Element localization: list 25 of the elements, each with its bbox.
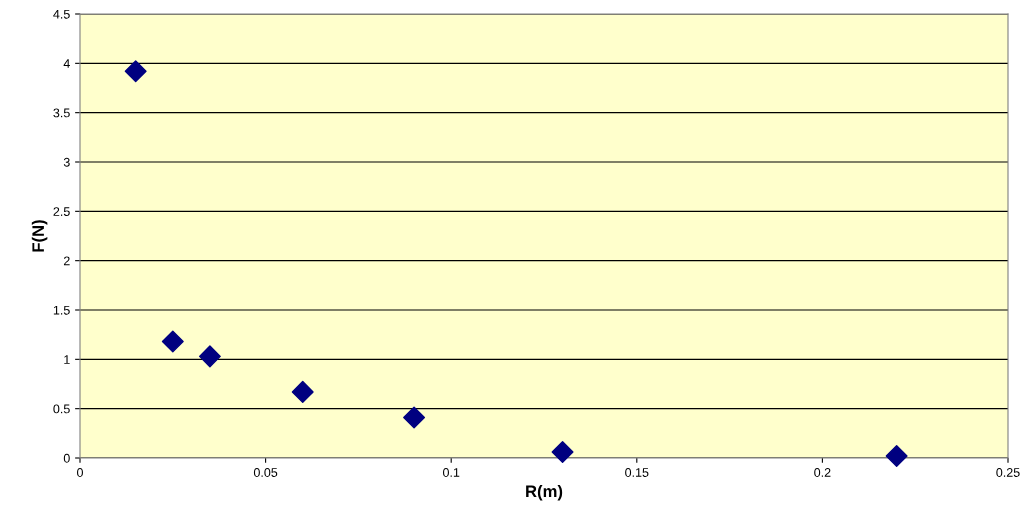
y-axis-title: F(N): [31, 220, 48, 252]
y-tick-label: 1.5: [53, 305, 70, 315]
point: [161, 330, 184, 353]
y-tick-label: 3.5: [53, 108, 70, 118]
x-tick-label: 0.05: [253, 468, 278, 477]
y-tick-label: 4: [63, 59, 70, 68]
y-tick-label: 2.5: [53, 207, 70, 216]
y-tick-label: 1: [64, 355, 70, 364]
x-tick-label: 0.15: [625, 468, 649, 477]
y-tick-label: 3: [63, 157, 70, 167]
x-axis-title: R(m): [526, 484, 563, 501]
y-tick-label: 2: [63, 256, 70, 266]
y-tick-label: 0: [63, 453, 70, 463]
y-tick-label: 4.5: [53, 9, 70, 19]
point: [198, 345, 221, 368]
x-tick-label: 0.1: [443, 468, 460, 477]
x-tick-label: 0: [77, 468, 83, 477]
point: [291, 380, 314, 403]
point: [885, 445, 908, 468]
y-tick-label: 0.5: [53, 404, 70, 414]
x-tick-label: 0.2: [814, 468, 831, 477]
point: [551, 441, 574, 464]
x-tick-label: 0.25: [996, 468, 1020, 477]
point: [403, 406, 426, 429]
point: [124, 60, 147, 83]
